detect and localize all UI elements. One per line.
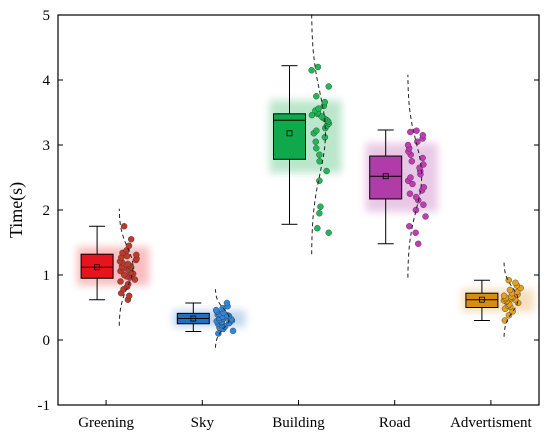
data-point (505, 312, 513, 319)
distribution-curve (407, 74, 423, 278)
distribution-curve (311, 12, 327, 255)
plot-layer (77, 12, 534, 348)
mean-marker (478, 296, 485, 303)
data-point (212, 306, 220, 314)
data-point (408, 158, 416, 165)
box-iqr (465, 292, 499, 309)
data-point (313, 127, 320, 134)
x-tick-label: Sky (191, 415, 215, 431)
data-point (412, 193, 420, 201)
x-tick-label: Road (379, 415, 411, 431)
y-tick-label: 3 (43, 138, 51, 154)
data-point (316, 151, 323, 158)
y-tick-label: -1 (38, 398, 51, 414)
y-axis-title: Time(s) (6, 182, 27, 238)
y-tick-label: 5 (43, 8, 51, 24)
box-iqr (273, 113, 306, 160)
y-tick-label: 2 (43, 203, 51, 219)
data-point (117, 278, 124, 285)
data-point (223, 299, 231, 307)
distribution-curve (215, 289, 230, 348)
mean-marker (382, 173, 389, 180)
data-point (407, 128, 414, 136)
data-point (409, 180, 416, 188)
data-point (500, 292, 508, 299)
series-greening (77, 208, 150, 326)
data-point (420, 201, 427, 209)
data-point (316, 177, 323, 184)
plot-frame (57, 14, 540, 406)
series-road (365, 74, 438, 278)
data-point (419, 154, 426, 162)
data-point (120, 223, 128, 230)
data-point (308, 67, 315, 74)
data-point (412, 229, 419, 236)
data-point (121, 271, 128, 279)
data-point (315, 105, 322, 112)
y-tick-label: 1 (43, 268, 51, 284)
x-tick-label: Advertisment (450, 415, 532, 431)
x-tick-label: Building (272, 415, 325, 431)
data-point (506, 286, 514, 294)
data-point (420, 161, 427, 168)
data-point (124, 260, 132, 268)
data-point (406, 223, 413, 230)
data-point (512, 279, 519, 286)
mean-marker (286, 130, 293, 137)
data-point (404, 141, 412, 149)
data-point (316, 210, 323, 217)
distribution-curve (118, 208, 134, 326)
x-tick-label: Greening (78, 415, 134, 431)
data-point (314, 224, 321, 232)
mean-marker (190, 315, 197, 322)
y-tick-label: 0 (43, 333, 51, 349)
data-point (415, 240, 422, 248)
data-point (325, 229, 332, 236)
data-point (313, 93, 320, 100)
data-point (407, 174, 414, 181)
data-point (312, 138, 319, 145)
data-point (323, 167, 330, 175)
data-point (422, 213, 429, 220)
data-point (420, 184, 428, 191)
data-point (413, 127, 420, 134)
box-iqr (369, 155, 403, 200)
data-point (314, 63, 322, 71)
axis-layer: -1 0 1 2 3 4 5 Greening Sky Building Road Advertism… (38, 8, 539, 431)
data-point (125, 242, 133, 249)
data-point (133, 251, 140, 259)
data-point (229, 327, 237, 335)
data-point (325, 83, 332, 90)
series-advertisment (461, 262, 534, 337)
data-point (419, 132, 427, 139)
data-point (127, 236, 135, 243)
data-point (414, 138, 421, 145)
data-point (125, 292, 133, 299)
data-point (215, 330, 222, 337)
series-sky (173, 289, 246, 348)
series-building (269, 12, 342, 255)
y-tick-label: 4 (43, 73, 51, 89)
box-iqr (80, 253, 114, 279)
data-point (406, 190, 414, 197)
data-point (317, 203, 324, 210)
mean-marker (94, 264, 100, 271)
data-point (313, 145, 320, 152)
data-point (321, 98, 328, 106)
